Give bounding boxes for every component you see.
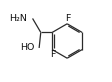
- Text: F: F: [50, 50, 55, 59]
- Text: F: F: [65, 14, 70, 23]
- Text: H₂N: H₂N: [9, 14, 27, 23]
- Text: HO: HO: [20, 43, 34, 52]
